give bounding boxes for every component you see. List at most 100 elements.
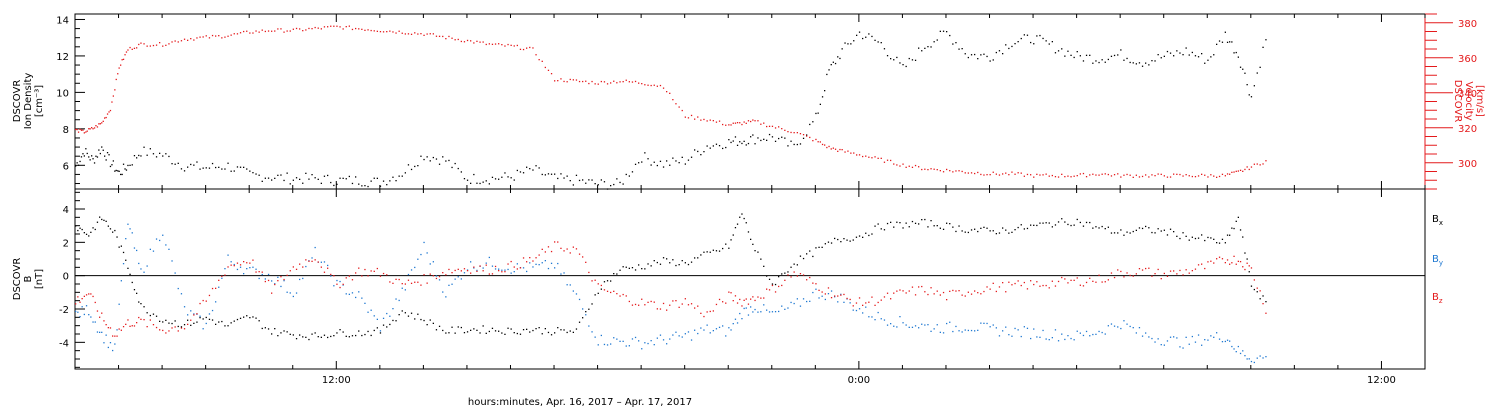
velocity-series-point: [1173, 173, 1175, 175]
bz-series-point: [152, 324, 155, 326]
bx-series-point: [112, 231, 114, 233]
bx-series-point: [924, 218, 926, 221]
density-series-point: [1138, 62, 1141, 64]
bz-series-point: [442, 272, 444, 274]
bz-series-point: [320, 266, 322, 268]
density-series-point: [320, 182, 322, 184]
velocity-series-point: [98, 123, 100, 125]
bx-series-point: [1079, 221, 1081, 224]
bx-series-point: [603, 281, 606, 283]
by-series-point: [899, 316, 901, 318]
density-series-point: [908, 57, 910, 60]
velocity-series-point: [1067, 175, 1069, 177]
velocity-series-point: [924, 168, 926, 170]
bz-series-point: [750, 298, 752, 300]
velocity-series-point: [199, 36, 201, 38]
velocity-series-point: [871, 157, 873, 159]
bx-series-point: [280, 332, 282, 334]
bx-series-point: [703, 251, 705, 253]
bx-series-point: [1107, 226, 1109, 228]
density-series-point: [1048, 43, 1050, 45]
by-series-point: [311, 257, 313, 259]
density-series-point: [152, 153, 155, 155]
bz-series-point: [129, 325, 131, 327]
velocity-series-point: [841, 149, 843, 151]
velocity-series-point: [460, 40, 462, 43]
by-series-point: [908, 326, 910, 328]
bz-series-point: [787, 274, 789, 276]
by-series-point: [267, 273, 270, 276]
velocity-series-point: [1179, 173, 1181, 176]
density-series-point: [236, 166, 239, 168]
velocity-series-point: [202, 36, 204, 38]
bx-series-point: [628, 267, 630, 269]
by-series-point: [199, 315, 201, 317]
bx-series-point: [417, 313, 419, 315]
density-series-point: [728, 139, 730, 141]
velocity-series-point: [815, 138, 817, 141]
bz-series-point: [1157, 268, 1159, 271]
density-series-point: [787, 145, 789, 147]
density-series-point: [1207, 59, 1209, 61]
bx-series-point: [305, 336, 307, 338]
bx-series-point: [233, 320, 235, 322]
by-series-point: [355, 296, 357, 299]
velocity-series-point: [1213, 175, 1215, 177]
velocity-series-point: [277, 28, 279, 30]
velocity-series-point: [687, 117, 690, 119]
density-series-point: [1117, 54, 1119, 56]
bz-series-point: [401, 283, 403, 285]
bx-series-point: [494, 330, 497, 332]
bz-series-point: [1239, 261, 1242, 263]
bz-series-point: [168, 330, 170, 332]
bx-series-point: [258, 320, 260, 322]
velocity-series-point: [1244, 168, 1246, 171]
density-series-point: [491, 176, 494, 178]
by-series-point: [292, 295, 294, 298]
density-series-point: [650, 164, 652, 166]
velocity-series-point: [351, 28, 354, 31]
bx-series-point: [883, 229, 886, 231]
velocity-series-point: [432, 33, 434, 35]
bx-series-point: [669, 262, 671, 264]
bx-series-point: [442, 329, 444, 332]
by-series-point: [442, 291, 444, 293]
by-series-point: [728, 327, 730, 329]
bx-series-point: [718, 250, 721, 252]
velocity-series-point: [82, 129, 84, 131]
density-series-point: [837, 56, 839, 58]
by-series-point: [666, 343, 668, 345]
bx-series-point: [1151, 231, 1153, 234]
velocity-series-point: [131, 48, 133, 50]
bz-series-point: [522, 257, 525, 259]
velocity-series-point: [896, 164, 898, 166]
bx-series-point: [311, 333, 313, 335]
bz-series-point: [939, 294, 941, 296]
bx-series-point: [730, 239, 732, 241]
density-series-point: [703, 151, 705, 153]
by-series-point: [927, 324, 929, 326]
velocity-series-point: [544, 66, 546, 69]
velocity-series-point: [1051, 174, 1053, 177]
y-tick-label: 4: [63, 205, 69, 216]
bx-series-point: [116, 236, 118, 238]
density-series-point: [218, 166, 220, 168]
bx-series-point: [983, 226, 985, 228]
density-series-point: [844, 42, 846, 44]
bz-series-point: [690, 303, 693, 305]
density-series-point: [99, 152, 101, 155]
by-series-point: [1030, 337, 1032, 340]
density-series-point: [104, 155, 106, 157]
velocity-series-point: [585, 80, 587, 82]
bz-series-point: [283, 278, 285, 281]
bx-series-point: [1101, 225, 1103, 228]
by-series-point: [983, 322, 985, 324]
density-series-point: [102, 149, 104, 151]
velocity-series-point: [190, 38, 192, 40]
bx-series-point: [180, 326, 183, 328]
by-series-point: [174, 272, 176, 274]
bz-series-point: [277, 280, 279, 282]
density-series-point: [129, 164, 131, 166]
density-series-point: [619, 181, 621, 184]
velocity-series-point: [122, 58, 125, 60]
